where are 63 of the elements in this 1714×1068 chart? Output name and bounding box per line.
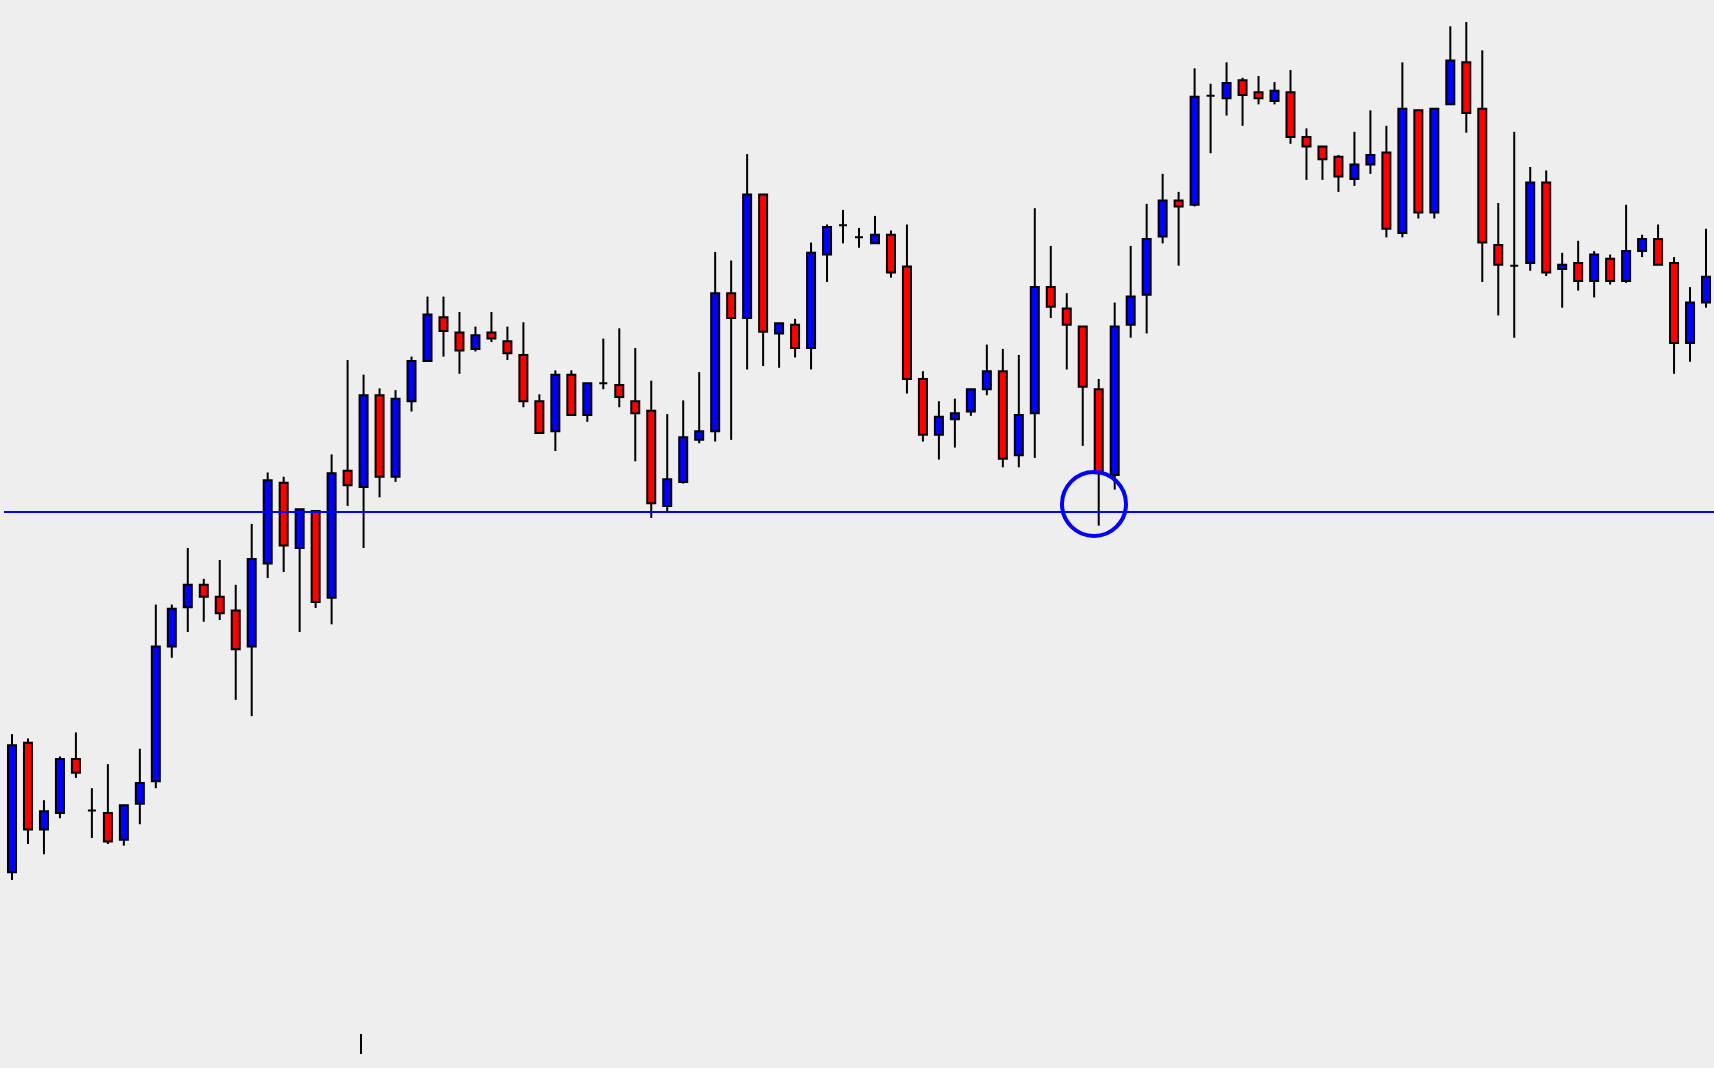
candlestick <box>726 259 737 441</box>
candlestick <box>1701 227 1712 309</box>
candlestick <box>1445 25 1456 106</box>
candlestick <box>981 343 992 397</box>
candlestick <box>582 382 593 423</box>
candlestick <box>774 322 785 369</box>
candlestick <box>1237 76 1248 127</box>
candlestick <box>965 388 976 417</box>
candlestick <box>869 214 880 245</box>
candlestick <box>1317 145 1328 181</box>
candlestick <box>1301 127 1312 181</box>
candlestick <box>1637 233 1648 259</box>
candlestick <box>1173 190 1184 267</box>
candlestick <box>1285 69 1296 145</box>
candlestick <box>1045 244 1056 320</box>
candlestick <box>1253 75 1264 106</box>
candlestick <box>1605 253 1616 286</box>
candlestick <box>118 804 129 847</box>
candlestick <box>694 371 705 445</box>
candlestick <box>70 731 81 779</box>
candlestick <box>102 763 113 845</box>
candlestick <box>1365 109 1376 175</box>
candlestick <box>38 799 49 856</box>
candlestick <box>630 347 641 463</box>
candlestick <box>566 369 577 416</box>
candlestick <box>614 327 625 409</box>
candlestick <box>166 603 177 659</box>
candlestick <box>454 311 465 375</box>
candlestick <box>406 355 417 413</box>
candlestick <box>822 223 833 283</box>
candlestick <box>518 321 529 409</box>
candlestick <box>1685 286 1696 363</box>
candlestick <box>422 295 433 363</box>
candlestick <box>949 397 960 449</box>
candlestick <box>1573 239 1584 292</box>
candlestick <box>1157 172 1168 245</box>
candlestick <box>678 399 689 485</box>
candlestick <box>1653 223 1664 266</box>
candlestick <box>470 325 481 353</box>
candlestick <box>885 229 896 279</box>
candlestick <box>933 400 944 461</box>
candlestick <box>1333 153 1344 193</box>
candlestick <box>790 317 801 359</box>
candlestick <box>182 546 193 634</box>
candlestick <box>1589 250 1600 299</box>
candlestick <box>1349 130 1360 187</box>
candlestick <box>534 393 545 434</box>
candlestick <box>486 311 497 344</box>
candlestick <box>198 577 209 623</box>
candlestick <box>1557 251 1568 309</box>
candlestick <box>230 583 241 701</box>
candlestick <box>1621 203 1632 284</box>
candlestick <box>1013 353 1024 469</box>
candlestick <box>502 325 513 362</box>
candlestick <box>1125 244 1136 339</box>
candlestick <box>438 295 449 358</box>
candlestick <box>214 558 225 622</box>
candlestick <box>342 359 353 507</box>
candlestick <box>1269 81 1280 106</box>
candlestick <box>134 747 145 826</box>
candlestick <box>1061 292 1072 371</box>
candlestick <box>1493 202 1504 317</box>
candlestick <box>1221 61 1232 117</box>
